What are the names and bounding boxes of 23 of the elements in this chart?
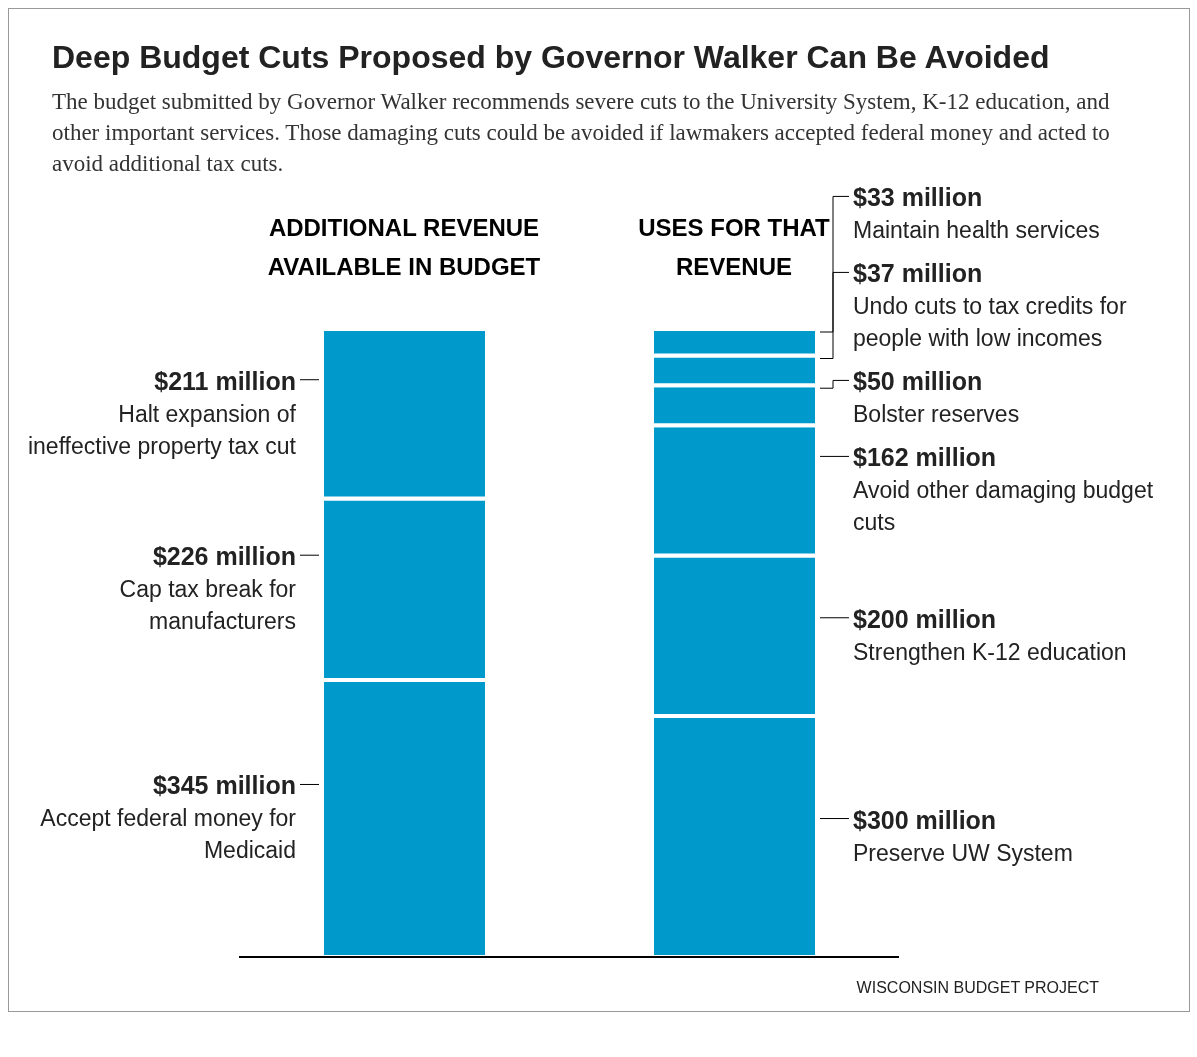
data-label: $33 million (853, 183, 983, 212)
series-label: Accept federal money for Medicaid (40, 805, 297, 864)
data-label: $50 million (853, 367, 983, 396)
data-label: $200 million (853, 604, 997, 633)
text: Maintain health services (853, 217, 1100, 244)
text: WISCONSIN BUDGET PROJECT (855, 979, 1100, 998)
x-tick-label: USES FOR THAT REVENUE (638, 214, 831, 280)
series-label: Halt expansion of ineffective property tax cut (27, 400, 297, 459)
series-label: Avoid other damaging budget cuts (853, 477, 1154, 536)
data-label: $300 million (853, 805, 997, 834)
data-label: $345 million (152, 771, 296, 800)
chart-title: Deep Budget Cuts Proposed by Governor Walker Can Be Avoided (52, 39, 1051, 76)
series-label: Undo cuts to tax credits for people with low incomes (853, 293, 1127, 352)
x-tick-label: ADDITIONAL REVENUE AVAILABLE IN BUDGET (267, 214, 541, 280)
series-label: Bolster reserves (853, 401, 1020, 428)
data-label: $211 million (154, 366, 296, 395)
data-label: $37 million (853, 259, 983, 288)
data-label: $162 million (853, 443, 997, 472)
chart-subtitle: The budget submitted by Governor Walker recommends severe cuts to the University System, K-12 education, and other important services. Those damaging cuts could be avoided if lawmakers accepted federal money and acted to avoid additional tax cuts. (52, 88, 1111, 178)
data-label: $226 million (152, 542, 296, 571)
series-label: Strengthen K-12 education (853, 638, 1127, 665)
series-label: Preserve UW System (853, 839, 1073, 866)
series-label: Cap tax break for manufacturers (119, 576, 297, 635)
